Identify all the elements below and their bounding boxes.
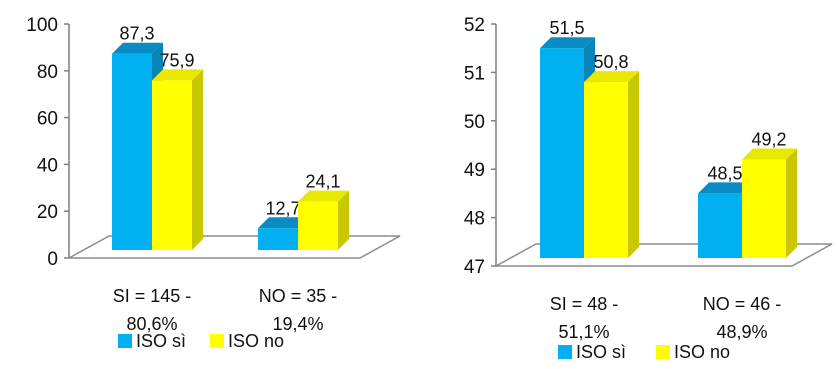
bar-top-face bbox=[152, 69, 203, 81]
bar-top-face bbox=[698, 182, 753, 194]
bar-front-face bbox=[112, 53, 152, 250]
y-tick-label: 60 bbox=[37, 109, 58, 130]
bar-side-face bbox=[628, 71, 639, 258]
bar-side-face bbox=[338, 190, 349, 250]
data-label: 51,5 bbox=[549, 18, 584, 38]
data-label: 87,3 bbox=[119, 24, 154, 44]
chart-1: 0 20 40 60 80 100 87,375,9 SI = 145 - 80,6% 12,72… bbox=[26, 15, 401, 351]
chart-2: 47 48 49 50 51 52 51,5 50,8 SI = 48 - 51,1% 48,5 49… bbox=[464, 15, 833, 362]
data-label: 48,5 bbox=[707, 163, 742, 183]
bar-front-face bbox=[584, 82, 628, 258]
category-label: NO = 46 - bbox=[703, 294, 782, 314]
data-label: 24,1 bbox=[305, 172, 340, 192]
bar-iso-no bbox=[584, 71, 639, 258]
bar-top-face bbox=[540, 37, 595, 49]
y-tick-label: 51 bbox=[464, 63, 485, 84]
legend-label: ISO no bbox=[674, 342, 730, 362]
bar-top-face bbox=[298, 190, 349, 202]
bar-side-face bbox=[786, 148, 797, 258]
y-tick-label: 49 bbox=[464, 160, 485, 181]
y-tick-label: 40 bbox=[37, 155, 58, 176]
legend-swatch bbox=[210, 334, 224, 348]
data-label: 50,8 bbox=[593, 52, 628, 72]
legend: ISO sì ISO no bbox=[118, 331, 284, 351]
category-label: SI = 145 - bbox=[113, 286, 192, 306]
data-label: 75,9 bbox=[159, 50, 194, 70]
bar-top-face bbox=[258, 217, 309, 229]
bar-top-face bbox=[742, 148, 797, 160]
bar-iso-no bbox=[742, 148, 797, 258]
legend-label: ISO sì bbox=[576, 342, 626, 362]
y-tick-label: 47 bbox=[464, 257, 485, 278]
y-tick-label: 20 bbox=[37, 202, 58, 223]
bar-top-face bbox=[112, 42, 163, 54]
data-label: 49,2 bbox=[751, 130, 786, 150]
category-label: 19,4% bbox=[272, 314, 323, 334]
floor-outline bbox=[68, 235, 401, 259]
y-tick-label: 50 bbox=[464, 112, 485, 133]
bar-front-face bbox=[152, 80, 192, 250]
legend-label: ISO no bbox=[228, 331, 284, 351]
y-tick-label: 48 bbox=[464, 209, 485, 230]
bar-front-face bbox=[298, 201, 338, 250]
bar-top-face bbox=[584, 71, 639, 83]
bar-front-face bbox=[742, 159, 786, 258]
category-label: 80,6% bbox=[126, 314, 177, 334]
legend-swatch bbox=[118, 334, 132, 348]
bar-iso-no bbox=[152, 69, 203, 250]
category-label: SI = 48 - bbox=[550, 294, 619, 314]
legend: ISO sì ISO no bbox=[558, 342, 730, 362]
data-label: 12,7 bbox=[265, 198, 300, 218]
bar-front-face bbox=[258, 228, 298, 250]
y-tick-label: 100 bbox=[26, 15, 58, 36]
bar-front-face bbox=[540, 48, 584, 259]
legend-swatch bbox=[656, 345, 670, 359]
category-label: 51,1% bbox=[558, 322, 609, 342]
bar-side-face bbox=[192, 69, 203, 250]
legend-swatch bbox=[558, 345, 572, 359]
y-tick-label: 80 bbox=[37, 62, 58, 83]
legend-label: ISO sì bbox=[136, 331, 186, 351]
floor-outline bbox=[495, 243, 833, 267]
y-tick-label: 52 bbox=[464, 15, 485, 36]
bar-iso-no bbox=[298, 190, 349, 250]
category-label: NO = 35 - bbox=[259, 286, 338, 306]
category-label: 48,9% bbox=[716, 322, 767, 342]
y-tick-label: 0 bbox=[47, 249, 58, 270]
bar-front-face bbox=[698, 193, 742, 258]
